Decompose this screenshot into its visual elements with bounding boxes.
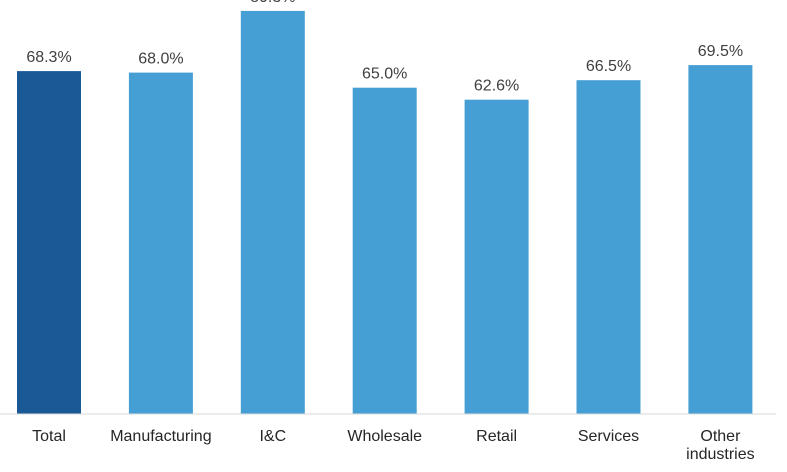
bar-5 bbox=[576, 80, 641, 414]
category-labels-group: Total Manufacturing I&C Wholesale Retail Serv… bbox=[32, 428, 755, 463]
value-label-3: 65.0% bbox=[362, 66, 407, 83]
value-label-1: 68.0% bbox=[138, 51, 183, 68]
bar-0 bbox=[17, 71, 81, 414]
category-label-3: Wholesale bbox=[347, 428, 422, 445]
category-label-2: I&C bbox=[259, 428, 286, 445]
value-label-2: 80.3% bbox=[250, 0, 295, 6]
category-label-line: Retail bbox=[476, 428, 517, 445]
category-label-0: Total bbox=[32, 428, 66, 445]
value-label-6: 69.5% bbox=[698, 43, 743, 60]
category-label-1: Manufacturing bbox=[110, 428, 211, 445]
category-label-5: Services bbox=[578, 428, 639, 445]
category-label-line: I&C bbox=[259, 428, 286, 445]
bar-2 bbox=[240, 10, 305, 415]
bar-1 bbox=[128, 72, 193, 414]
value-label-5: 66.5% bbox=[586, 58, 631, 75]
value-label-0: 68.3% bbox=[26, 49, 71, 66]
bar-6 bbox=[688, 65, 753, 414]
value-labels-group: 68.3% 68.0% 80.3% 65.0% 62.6% 66.5% 69.5% bbox=[26, 0, 743, 95]
category-label-line: Other bbox=[700, 428, 741, 445]
category-label-6: Other industries bbox=[686, 428, 754, 463]
bars-group bbox=[17, 10, 753, 415]
bar-4 bbox=[464, 99, 529, 414]
category-label-line: Manufacturing bbox=[110, 428, 211, 445]
category-label-line: Total bbox=[32, 428, 66, 445]
bar-3 bbox=[352, 87, 417, 414]
category-label-line: industries bbox=[686, 446, 754, 463]
value-label-4: 62.6% bbox=[474, 78, 519, 95]
category-label-line: Services bbox=[578, 428, 639, 445]
category-label-4: Retail bbox=[476, 428, 517, 445]
category-label-line: Wholesale bbox=[347, 428, 422, 445]
